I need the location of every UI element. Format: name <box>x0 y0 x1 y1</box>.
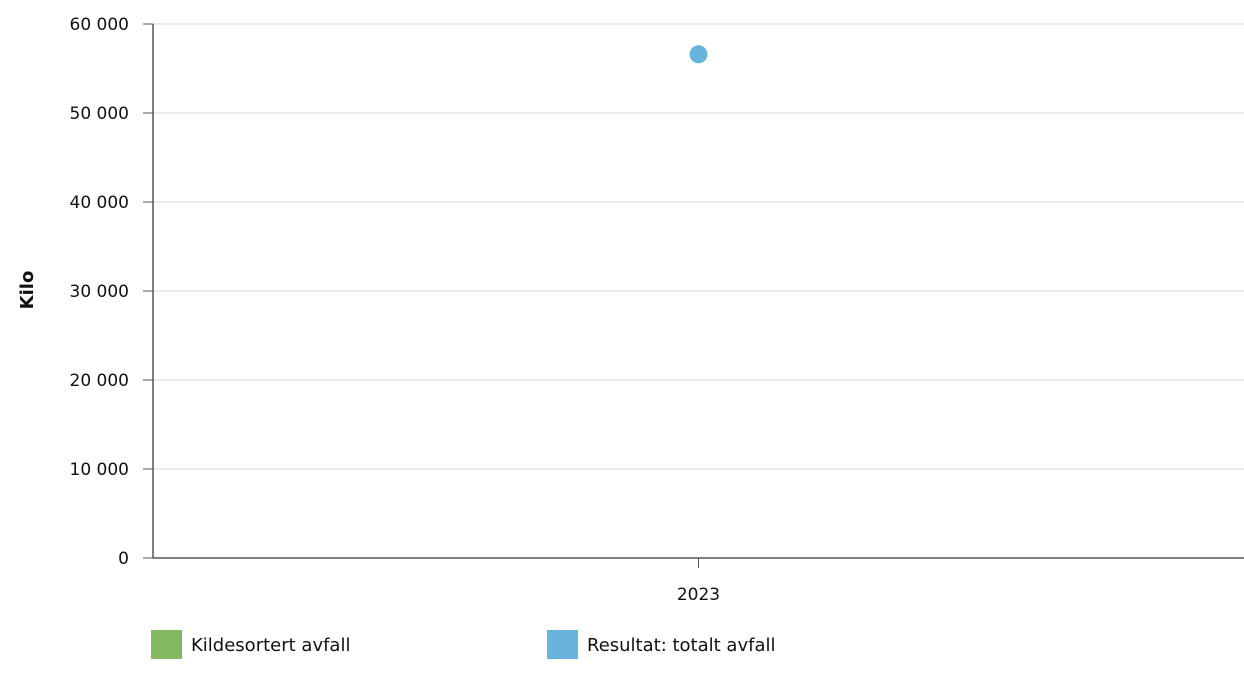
legend-swatch <box>547 630 578 659</box>
y-tick-label: 40 000 <box>70 193 129 213</box>
y-tick-label: 0 <box>118 549 129 569</box>
legend: Kildesortert avfall Resultat: totalt avfa… <box>151 630 775 659</box>
legend-swatch <box>151 630 182 659</box>
legend-item: Kildesortert avfall <box>151 630 350 659</box>
data-point <box>689 45 708 64</box>
legend-label: Kildesortert avfall <box>191 635 350 656</box>
x-tick-labels: 2023 <box>677 585 720 605</box>
data-points <box>689 45 708 64</box>
legend-label: Resultat: totalt avfall <box>587 635 775 656</box>
y-axis-title: Kilo <box>17 271 38 310</box>
x-tick-label: 2023 <box>677 585 720 605</box>
y-tick-label: 30 000 <box>70 282 129 302</box>
y-tick-label: 50 000 <box>70 104 129 124</box>
y-tick-label: 60 000 <box>70 15 129 35</box>
y-tick-labels: 0 10 000 20 000 30 000 40 000 50 000 60 000 <box>70 15 129 569</box>
y-tick-label: 20 000 <box>70 371 129 391</box>
legend-item: Resultat: totalt avfall <box>547 630 775 659</box>
axes-layer <box>143 23 1244 568</box>
grid-layer <box>153 23 1244 470</box>
y-tick-label: 10 000 <box>70 460 129 480</box>
